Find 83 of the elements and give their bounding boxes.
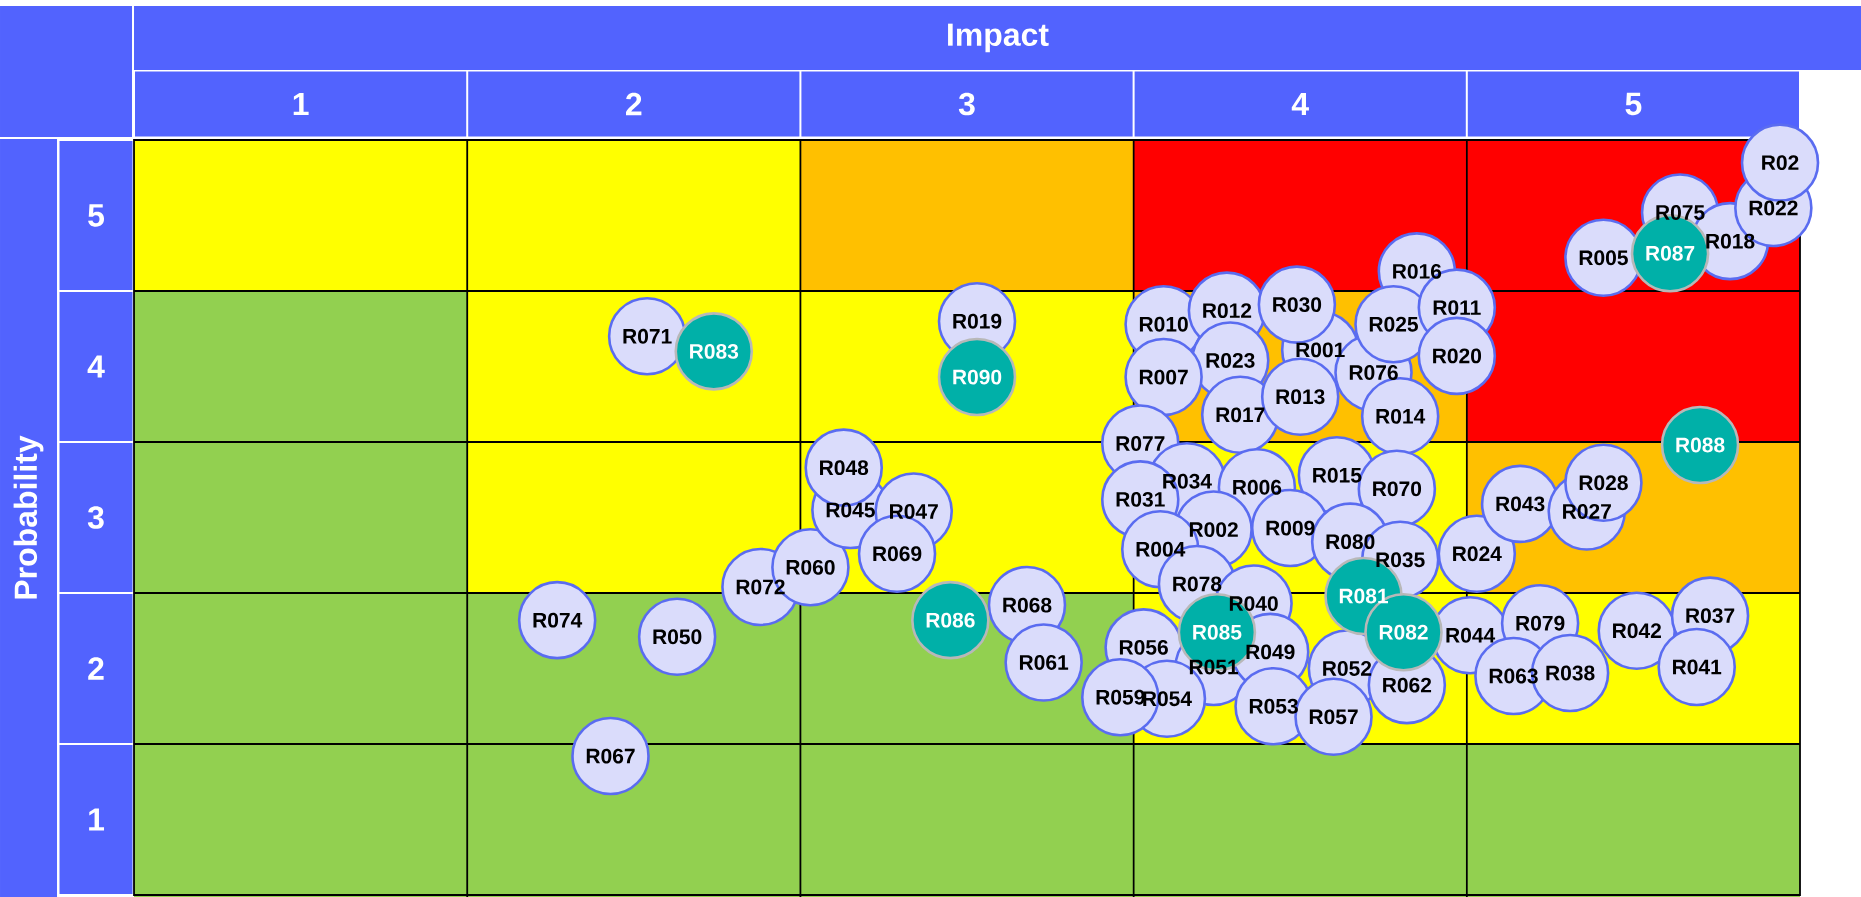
data-label: R054 (1143, 691, 1192, 707)
data-label: R083 (690, 343, 739, 359)
data-label: R047 (890, 504, 938, 519)
data-label: R090 (953, 369, 1002, 385)
data-label: R081 (1339, 588, 1388, 604)
data-label: R035 (1376, 552, 1425, 568)
data-label: R013 (1276, 389, 1325, 405)
data-label: R044 (1446, 627, 1496, 643)
data-label: R061 (1019, 655, 1069, 670)
data-label: R038 (1546, 665, 1595, 681)
data-label: R041 (1673, 659, 1722, 675)
data-label: R015 (1313, 467, 1362, 483)
x-tick-label: 4 (1291, 92, 1309, 115)
data-label: R050 (653, 629, 702, 645)
data-label: R004 (1136, 541, 1186, 557)
data-label: R012 (1203, 303, 1252, 319)
data-label: R053 (1249, 698, 1298, 714)
data-label: R069 (873, 546, 922, 562)
data-label: R078 (1173, 576, 1222, 592)
y-tick-label: 1 (89, 808, 105, 831)
y-tick-label: 2 (88, 657, 104, 680)
data-label: R052 (1323, 661, 1372, 676)
data-label: R071 (623, 328, 672, 344)
data-label: R009 (1266, 520, 1315, 536)
data-label: R030 (1273, 297, 1322, 313)
data-label: R062 (1383, 677, 1432, 693)
data-label: R068 (1003, 597, 1052, 613)
data-label: R017 (1216, 407, 1265, 423)
x-tick-label: 1 (293, 92, 309, 115)
data-label: R082 (1379, 624, 1428, 640)
data-label: R028 (1579, 475, 1628, 491)
data-label: R085 (1193, 624, 1242, 640)
x-tick-label: 5 (1625, 92, 1642, 116)
x-axis-title: Impact (948, 23, 1049, 53)
data-label: R079 (1516, 615, 1565, 631)
data-label: R014 (1376, 408, 1426, 424)
data-label: R027 (1563, 504, 1611, 519)
data-label: R016 (1393, 263, 1442, 279)
data-label: R025 (1369, 316, 1418, 332)
data-label: R077 (1116, 436, 1165, 451)
data-label: R070 (1373, 481, 1422, 497)
data-label: R018 (1706, 233, 1755, 249)
data-label: R060 (786, 559, 835, 575)
data-label: R057 (1309, 709, 1358, 725)
y-tick-label: 5 (88, 204, 105, 227)
data-label: R034 (1163, 473, 1212, 489)
data-label: R043 (1496, 496, 1545, 512)
data-label: R075 (1656, 205, 1705, 220)
y-tick-label: 4 (87, 355, 105, 378)
data-label: R022 (1749, 200, 1798, 216)
data-label: R019 (953, 313, 1002, 329)
x-tick-label: 3 (958, 92, 975, 116)
data-label: R059 (1096, 689, 1145, 705)
data-label: R010 (1139, 316, 1188, 332)
data-label: R086 (926, 612, 975, 628)
data-label: R088 (1676, 437, 1725, 453)
data-label: R005 (1579, 250, 1628, 266)
data-label: R023 (1206, 353, 1255, 368)
data-label: R042 (1613, 623, 1661, 639)
data-label: R056 (1119, 639, 1168, 655)
data-label: R048 (820, 460, 869, 476)
data-label: R020 (1433, 348, 1482, 364)
data-label: R002 (1189, 522, 1238, 538)
y-tick-label: 3 (87, 506, 104, 529)
data-label: R045 (826, 502, 875, 518)
data-label: R087 (1646, 245, 1695, 261)
data-label: R02 (1762, 155, 1799, 171)
data-label: R001 (1296, 342, 1345, 358)
x-tick-label: 2 (626, 92, 642, 116)
data-label: R074 (533, 612, 583, 628)
data-label: R011 (1433, 300, 1481, 316)
data-label: R063 (1489, 668, 1538, 684)
y-axis-title: Probability (13, 435, 44, 599)
data-label: R024 (1453, 546, 1502, 562)
data-label: R031 (1116, 491, 1165, 507)
data-label: R080 (1326, 534, 1375, 550)
data-label: R072 (736, 579, 785, 595)
data-label: R067 (586, 748, 635, 764)
data-label: R006 (1233, 479, 1282, 495)
data-label: R007 (1139, 369, 1188, 385)
data-label: R049 (1246, 644, 1295, 660)
data-label: R037 (1686, 608, 1735, 624)
data-label: R076 (1349, 365, 1398, 380)
